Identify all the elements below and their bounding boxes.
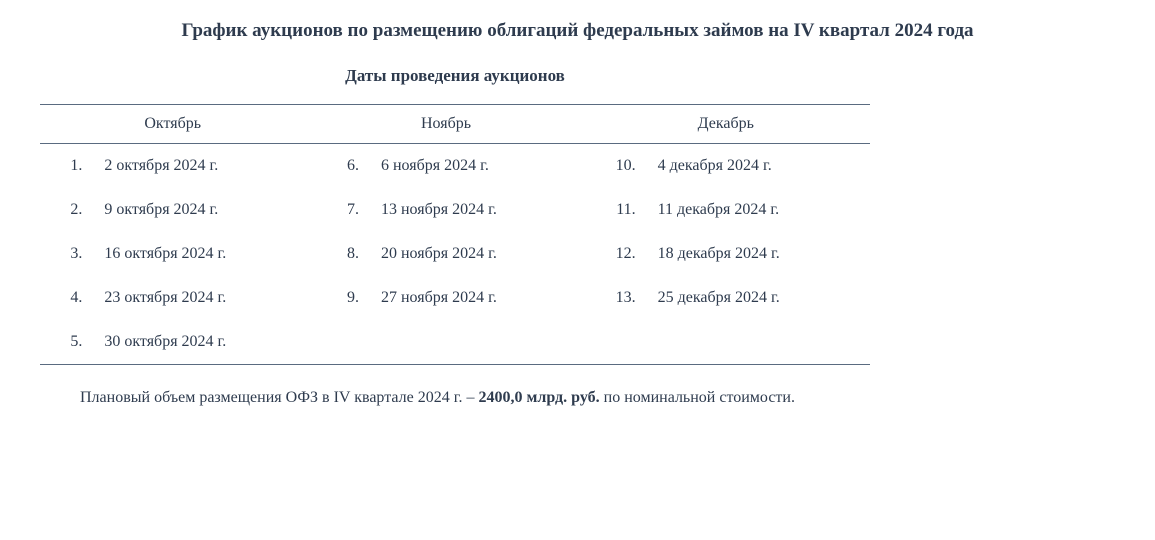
row-date: 27 ноября 2024 г. — [373, 276, 593, 320]
month-label-nov: Ноябрь — [381, 115, 471, 132]
footer-note: Плановый объем размещения ОФЗ в IV кварт… — [40, 389, 1115, 407]
col-month-nov: Ноябрь — [373, 105, 593, 144]
row-date: 4 декабря 2024 г. — [650, 144, 870, 189]
row-date: 11 декабря 2024 г. — [650, 188, 870, 232]
row-num — [317, 320, 373, 365]
row-num: 6. — [317, 144, 373, 189]
row-date: 18 декабря 2024 г. — [650, 232, 870, 276]
row-date: 6 ноября 2024 г. — [373, 144, 593, 189]
row-date: 2 октября 2024 г. — [96, 144, 316, 189]
footer-suffix: по номинальной стоимости. — [600, 389, 795, 406]
col-month-dec: Декабрь — [650, 105, 870, 144]
row-date: 13 ноября 2024 г. — [373, 188, 593, 232]
col-num-dec — [593, 105, 649, 144]
row-num: 13. — [593, 276, 649, 320]
row-num: 3. — [40, 232, 96, 276]
row-num: 10. — [593, 144, 649, 189]
col-month-oct: Октябрь — [96, 105, 316, 144]
footer-prefix: Плановый объем размещения ОФЗ в IV кварт… — [80, 389, 478, 406]
table-row: 3. 16 октября 2024 г. 8. 20 ноября 2024 … — [40, 232, 870, 276]
row-date: 16 октября 2024 г. — [96, 232, 316, 276]
month-label-dec: Декабрь — [658, 115, 754, 132]
month-label-oct: Октябрь — [104, 115, 201, 132]
subtitle: Даты проведения аукционов — [40, 66, 870, 86]
row-num: 7. — [317, 188, 373, 232]
auction-schedule-table: Октябрь Ноябрь Декабрь 1. 2 октября 2024… — [40, 104, 870, 365]
row-num: 8. — [317, 232, 373, 276]
row-date: 25 декабря 2024 г. — [650, 276, 870, 320]
page-title: График аукционов по размещению облигаций… — [40, 20, 1115, 42]
row-date: 30 октября 2024 г. — [96, 320, 316, 365]
row-num: 1. — [40, 144, 96, 189]
table-row: 5. 30 октября 2024 г. — [40, 320, 870, 365]
row-num: 5. — [40, 320, 96, 365]
table-row: 2. 9 октября 2024 г. 7. 13 ноября 2024 г… — [40, 188, 870, 232]
row-date — [650, 320, 870, 365]
col-num-oct — [40, 105, 96, 144]
table-row: 1. 2 октября 2024 г. 6. 6 ноября 2024 г.… — [40, 144, 870, 189]
table-header-row: Октябрь Ноябрь Декабрь — [40, 105, 870, 144]
row-num: 12. — [593, 232, 649, 276]
row-num: 4. — [40, 276, 96, 320]
row-date: 20 ноября 2024 г. — [373, 232, 593, 276]
row-num: 11. — [593, 188, 649, 232]
row-date: 9 октября 2024 г. — [96, 188, 316, 232]
row-num — [593, 320, 649, 365]
footer-bold: 2400,0 млрд. руб. — [478, 389, 599, 406]
table-row: 4. 23 октября 2024 г. 9. 27 ноября 2024 … — [40, 276, 870, 320]
col-num-nov — [317, 105, 373, 144]
row-date: 23 октября 2024 г. — [96, 276, 316, 320]
row-date — [373, 320, 593, 365]
row-num: 9. — [317, 276, 373, 320]
row-num: 2. — [40, 188, 96, 232]
